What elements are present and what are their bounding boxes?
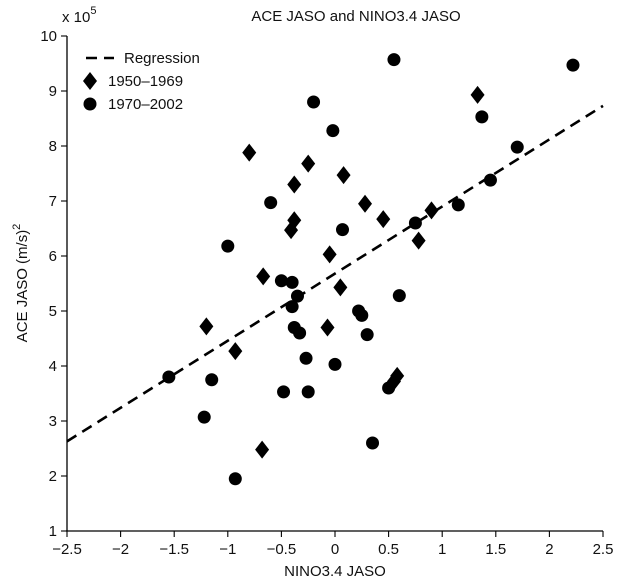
x-tick-label: 1.5 [485, 541, 506, 558]
regression-line [66, 104, 604, 443]
legend-diamond-marker [83, 72, 97, 90]
x-tick-label: −1.5 [159, 541, 189, 558]
circle-point [328, 357, 342, 371]
y-axis-label: ACE JASO (m/s)2 [11, 224, 31, 343]
y-tick-label: 7 [49, 193, 57, 210]
circle-point [326, 124, 340, 138]
circle-point [274, 274, 288, 288]
diamond-point [287, 175, 302, 194]
diamond-point [301, 154, 316, 173]
legend-series-1970-2002-label: 1970–2002 [108, 96, 183, 113]
circle-point [293, 326, 307, 340]
legend-series-1950-1969-label: 1950–1969 [108, 73, 183, 90]
x-tick-label: 1 [438, 541, 446, 558]
circle-point [451, 198, 465, 212]
legend-circle-marker [83, 97, 97, 111]
y-axis-label-superscript: 2 [11, 224, 23, 230]
circle-point [285, 300, 299, 314]
diamond-point [287, 211, 302, 230]
x-axis-ticks: −2.5 −2 −1.5 −1 −0.5 0 0.5 1 1.5 2 2.5 [52, 531, 613, 558]
x-axis-label: NINO3.4 JASO [284, 563, 386, 580]
diamond-point [322, 245, 337, 264]
circle-point [360, 328, 374, 342]
diamond-point [255, 440, 270, 459]
circle-point [228, 472, 242, 486]
x-tick-label: 2.5 [593, 541, 614, 558]
circle-point [285, 275, 299, 289]
diamond-point [333, 278, 348, 297]
circle-point [366, 436, 380, 450]
circle-point [392, 289, 406, 303]
diamond-point [256, 267, 271, 286]
circle-point [299, 351, 313, 365]
y-tick-label: 9 [49, 83, 57, 100]
circle-point [277, 385, 291, 399]
circle-point [387, 53, 401, 67]
circle-point [483, 173, 497, 187]
x-tick-label: −2.5 [52, 541, 82, 558]
y-multiplier-exponent: 5 [90, 5, 96, 17]
circle-point [197, 410, 211, 424]
y-axis-ticks: 1 2 3 4 5 6 7 8 9 10 [40, 28, 67, 540]
circle-point [566, 58, 580, 72]
circle-point [355, 308, 369, 322]
circle-point [264, 196, 278, 210]
y-tick-label: 6 [49, 248, 57, 265]
diamond-point [470, 85, 485, 104]
y-axis-label-text: ACE JASO (m/s) [14, 230, 31, 343]
diamond-point [358, 194, 373, 213]
data-markers [162, 53, 580, 486]
y-multiplier: x 105 [62, 5, 96, 26]
x-tick-label: 0 [331, 541, 339, 558]
circle-point [510, 140, 524, 154]
circle-point [475, 110, 489, 124]
diamond-point [411, 231, 426, 250]
x-tick-label: 2 [545, 541, 553, 558]
y-tick-label: 3 [49, 413, 57, 430]
y-tick-label: 1 [49, 523, 57, 540]
y-multiplier-base: x 10 [62, 9, 90, 26]
diamond-point [242, 143, 257, 162]
diamond-point [336, 166, 351, 185]
y-tick-label: 2 [49, 468, 57, 485]
diamond-point [424, 201, 439, 220]
y-tick-label: 8 [49, 138, 57, 155]
legend-regression-label: Regression [124, 50, 200, 67]
circle-point [382, 381, 396, 395]
circle-point [301, 385, 315, 399]
circle-point [336, 223, 350, 237]
circle-point [221, 239, 235, 253]
circle-point [162, 370, 176, 384]
circle-point [307, 95, 321, 109]
diamond-point [320, 318, 335, 337]
x-tick-label: 0.5 [378, 541, 399, 558]
legend: Regression 1950–1969 1970–2002 [83, 50, 200, 113]
chart-title: ACE JASO and NINO3.4 JASO [251, 8, 460, 25]
diamond-point [199, 317, 214, 336]
y-tick-label: 4 [49, 358, 57, 375]
diamond-point [390, 366, 405, 385]
y-tick-label: 10 [40, 28, 57, 45]
circle-point [408, 216, 422, 230]
diamond-point [228, 342, 243, 361]
x-tick-label: −0.5 [267, 541, 297, 558]
y-tick-label: 5 [49, 303, 57, 320]
circle-point [205, 373, 219, 387]
diamond-point [376, 210, 391, 229]
circle-point [290, 289, 304, 303]
x-tick-label: −2 [112, 541, 129, 558]
x-tick-label: −1 [219, 541, 236, 558]
